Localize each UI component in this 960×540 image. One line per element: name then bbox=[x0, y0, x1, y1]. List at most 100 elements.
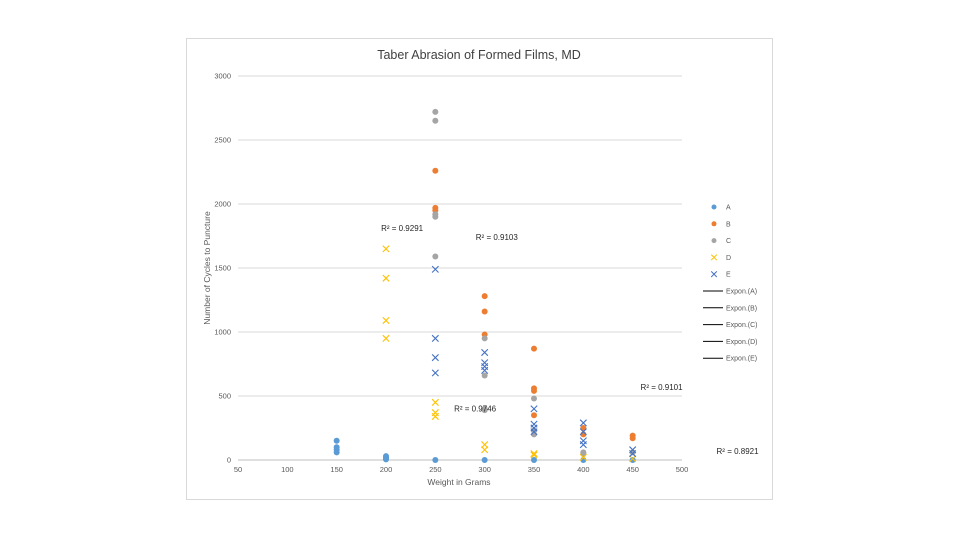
legend-marker bbox=[711, 221, 717, 227]
data-point bbox=[431, 354, 439, 362]
legend-item-a: A bbox=[711, 204, 731, 212]
data-point bbox=[431, 334, 439, 342]
x-tick-label: 100 bbox=[281, 465, 294, 474]
data-point bbox=[481, 366, 489, 374]
legend-marker bbox=[711, 238, 717, 244]
data-point bbox=[481, 441, 489, 449]
legend-item-d: D bbox=[710, 254, 731, 262]
gridlines bbox=[238, 75, 682, 461]
x-axis-label: Weight in Grams bbox=[427, 477, 490, 487]
data-point bbox=[432, 117, 439, 124]
y-tick-label: 3000 bbox=[214, 72, 231, 81]
data-point bbox=[530, 428, 538, 436]
legend-label: Expon.(C) bbox=[726, 322, 758, 329]
data-point bbox=[432, 457, 439, 463]
data-point bbox=[580, 425, 587, 431]
data-point bbox=[481, 446, 489, 454]
r-squared-label: R² = 0.9103 bbox=[476, 233, 519, 242]
x-tick-label: 300 bbox=[478, 465, 491, 474]
data-point bbox=[431, 412, 439, 421]
data-points bbox=[333, 108, 637, 463]
y-tick-label: 0 bbox=[227, 456, 231, 465]
data-point bbox=[531, 345, 537, 352]
data-point bbox=[382, 274, 390, 282]
data-point bbox=[383, 456, 389, 463]
legend-label: Expon.(B) bbox=[726, 305, 757, 312]
data-point bbox=[432, 108, 439, 115]
legend-label: Expon.(A) bbox=[726, 289, 757, 296]
x-tick-label: 250 bbox=[429, 465, 442, 474]
r-squared-label: R² = 0.9101 bbox=[641, 383, 684, 392]
series-c bbox=[432, 108, 636, 457]
x-tick-label: 500 bbox=[676, 465, 689, 474]
y-tick-label: 2500 bbox=[214, 136, 231, 145]
data-point bbox=[531, 395, 537, 402]
legend-item-trendline: Expon.(A) bbox=[703, 289, 757, 296]
legend-label: Expon.(D) bbox=[726, 339, 758, 346]
legend-marker bbox=[711, 204, 717, 210]
legend-item-c: C bbox=[711, 238, 731, 245]
legend-label: B bbox=[726, 221, 731, 228]
data-point bbox=[580, 450, 587, 457]
y-axis-label: Number of Cycles to Puncture bbox=[202, 211, 212, 325]
y-tick-label: 1000 bbox=[214, 328, 231, 337]
legend-item-trendline: Expon.(E) bbox=[703, 356, 757, 363]
data-point bbox=[531, 457, 537, 463]
r-squared-label: R² = 0.8921 bbox=[717, 447, 760, 456]
x-tick-label: 50 bbox=[234, 465, 242, 474]
r-squared-label: R² = 0.9291 bbox=[381, 224, 424, 233]
data-point bbox=[629, 450, 637, 458]
data-point bbox=[431, 369, 439, 377]
data-point bbox=[481, 335, 488, 342]
data-point bbox=[481, 293, 488, 300]
data-point bbox=[530, 450, 538, 458]
data-point bbox=[629, 435, 636, 442]
chart-title: Taber Abrasion of Formed Films, MD bbox=[377, 48, 581, 62]
data-point bbox=[481, 348, 489, 357]
data-point bbox=[579, 441, 587, 449]
data-point bbox=[481, 372, 488, 379]
legend-label: C bbox=[726, 238, 731, 245]
y-tick-label: 2000 bbox=[214, 200, 231, 209]
legend-label: A bbox=[726, 205, 731, 212]
data-point bbox=[481, 407, 488, 414]
data-point bbox=[530, 451, 538, 459]
data-point bbox=[530, 405, 538, 413]
x-tick-label: 350 bbox=[528, 465, 541, 474]
data-point bbox=[431, 265, 439, 273]
data-point bbox=[333, 437, 340, 444]
legend-label: D bbox=[726, 255, 731, 262]
x-tick-label: 450 bbox=[626, 465, 639, 474]
data-point bbox=[481, 457, 488, 463]
data-point bbox=[432, 253, 439, 260]
legend-marker bbox=[710, 254, 718, 261]
legend-label: E bbox=[726, 272, 731, 279]
axes: 0 500 1000 1500 2000 2500 3000 50 100 150 200 250 30… bbox=[214, 72, 688, 475]
y-tick-label: 500 bbox=[218, 392, 231, 401]
legend-item-b: B bbox=[711, 221, 731, 228]
data-point bbox=[432, 167, 439, 174]
data-point bbox=[579, 428, 587, 436]
data-point bbox=[431, 398, 439, 406]
data-point bbox=[382, 316, 390, 325]
data-point bbox=[629, 457, 636, 463]
chart-frame bbox=[186, 38, 773, 500]
legend-item-trendline: Expon.(D) bbox=[703, 339, 758, 346]
data-point bbox=[629, 455, 637, 463]
y-tick-label: 1500 bbox=[214, 264, 231, 273]
legend-item-trendline: Expon.(C) bbox=[703, 322, 758, 329]
series-e bbox=[431, 265, 637, 458]
data-point bbox=[531, 412, 537, 419]
x-tick-label: 150 bbox=[330, 465, 343, 474]
data-point bbox=[579, 453, 587, 462]
legend-label: Expon.(E) bbox=[726, 356, 757, 363]
series-d bbox=[382, 245, 637, 463]
data-point bbox=[579, 419, 587, 427]
legend: A B C D E Expon.(A) Expon.(B) Expon.(C) Expon.(D… bbox=[703, 204, 758, 363]
data-point bbox=[382, 334, 390, 342]
data-point bbox=[531, 387, 537, 394]
legend-marker bbox=[710, 271, 718, 278]
r-squared-label: R² = 0.9746 bbox=[454, 404, 497, 413]
x-tick-label: 200 bbox=[380, 465, 393, 474]
